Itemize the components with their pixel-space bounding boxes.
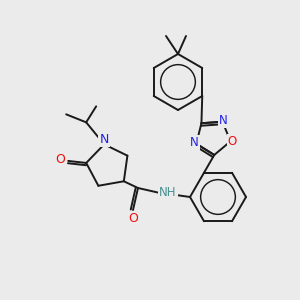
Text: O: O	[128, 212, 138, 224]
Text: NH: NH	[159, 187, 177, 200]
Text: O: O	[55, 153, 65, 167]
Text: N: N	[100, 133, 109, 146]
Text: N: N	[219, 114, 228, 127]
Text: N: N	[190, 136, 199, 149]
Text: O: O	[228, 135, 237, 148]
